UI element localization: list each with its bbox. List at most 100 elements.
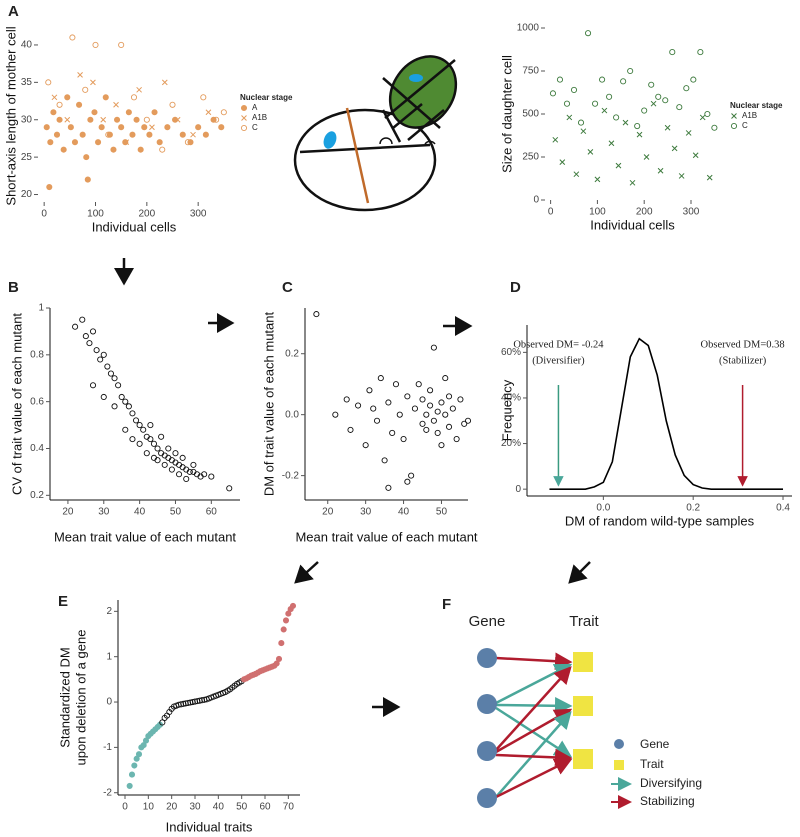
legend-marker — [241, 115, 247, 121]
point — [423, 411, 430, 418]
legend-label: A1B — [742, 111, 757, 120]
x-tick-label: 20 — [322, 507, 334, 518]
y-tick-label: 0 — [106, 697, 112, 708]
y-axis-label: Standardized DM — [57, 647, 72, 747]
legend-marker — [730, 122, 738, 130]
legend-marker — [731, 113, 737, 119]
point — [355, 402, 362, 409]
point — [584, 30, 592, 37]
point — [128, 771, 136, 778]
annotation-text: Observed DM=0.38 — [701, 339, 785, 350]
x-axis-label: DM of random wild-type samples — [565, 513, 755, 528]
y-tick-label: -1 — [103, 742, 112, 753]
legend-label: C — [742, 121, 748, 130]
point — [627, 67, 634, 75]
point — [90, 79, 96, 86]
y-tick-label: 0 — [533, 195, 539, 206]
legend-label: A1B — [252, 113, 267, 122]
x-tick-label: 30 — [360, 507, 372, 518]
point — [634, 122, 641, 130]
point — [692, 152, 699, 159]
point — [56, 116, 63, 123]
point — [118, 393, 125, 401]
point — [313, 311, 320, 318]
point — [140, 426, 147, 433]
point — [161, 79, 168, 86]
point — [135, 751, 143, 758]
point — [156, 139, 163, 146]
point — [400, 435, 407, 443]
point — [184, 139, 191, 146]
y-tick-label: 30 — [21, 114, 33, 125]
point — [168, 466, 175, 473]
point — [86, 340, 93, 347]
x-tick-label: 200 — [138, 209, 155, 220]
y-tick-label: 0.8 — [30, 349, 44, 360]
annotation-text: (Diversifier) — [532, 355, 585, 366]
point — [176, 471, 183, 478]
point — [46, 183, 53, 191]
panel-label: C — [282, 279, 293, 296]
point — [385, 484, 392, 491]
point — [97, 356, 104, 363]
point — [438, 442, 445, 449]
point — [641, 107, 648, 114]
point — [280, 626, 287, 633]
point — [415, 381, 422, 388]
point — [430, 417, 437, 424]
y-axis-label: upon deletion of a gene — [73, 630, 88, 766]
panel-label: B — [8, 279, 19, 296]
x-tick-label: 30 — [189, 802, 201, 813]
point — [169, 101, 176, 108]
point — [115, 382, 122, 389]
x-tick-label: 100 — [87, 209, 104, 220]
point — [449, 405, 456, 412]
point — [158, 433, 165, 440]
point — [114, 116, 121, 123]
panel-label: F — [442, 596, 451, 613]
y-tick-label: 60% — [501, 347, 521, 358]
point — [282, 617, 290, 624]
point — [434, 429, 441, 437]
point — [662, 97, 669, 104]
y-tick-label: 0.2 — [285, 348, 299, 359]
point — [118, 41, 125, 49]
point — [370, 405, 377, 412]
point — [442, 411, 449, 418]
point — [107, 370, 114, 377]
x-tick-label: 0.2 — [686, 503, 700, 514]
point — [570, 86, 578, 93]
point — [573, 171, 580, 178]
point — [552, 136, 559, 143]
point — [83, 154, 90, 161]
point — [202, 131, 209, 138]
point — [47, 139, 54, 146]
x-tick-label: 200 — [636, 207, 653, 218]
point — [64, 116, 71, 123]
column-label: Gene — [469, 613, 506, 630]
point — [129, 436, 136, 443]
point — [133, 116, 140, 123]
y-tick-label: 0 — [515, 484, 521, 495]
point — [122, 139, 129, 146]
y-tick-label: 0.2 — [30, 490, 44, 501]
point — [622, 119, 629, 126]
x-tick-label: 100 — [589, 207, 606, 218]
point — [147, 436, 154, 443]
point — [89, 328, 97, 335]
y-axis-label: DM of trait value of each mutant — [261, 311, 276, 496]
point — [636, 131, 643, 138]
x-tick-label: 0 — [548, 207, 554, 218]
x-tick-label: 40 — [134, 507, 146, 518]
cell-diagram — [293, 55, 458, 212]
x-tick-label: 50 — [436, 507, 448, 518]
point — [566, 114, 573, 121]
point — [53, 131, 61, 138]
point — [606, 93, 613, 100]
x-tick-label: 0 — [122, 802, 128, 813]
point — [608, 140, 615, 147]
point — [650, 100, 657, 107]
point — [613, 114, 620, 121]
point — [131, 762, 138, 769]
point — [130, 94, 138, 101]
